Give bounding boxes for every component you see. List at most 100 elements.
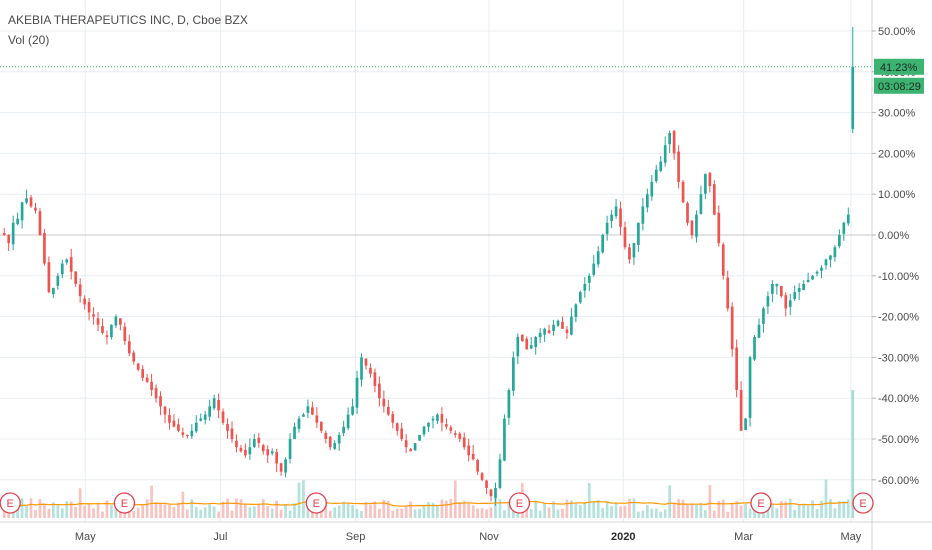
- candle: [726, 270, 730, 312]
- earnings-marker[interactable]: E: [0, 492, 21, 514]
- candle-body: [311, 407, 314, 415]
- x-tick-label: May: [75, 531, 96, 543]
- candle-body: [686, 203, 689, 223]
- candle-body: [105, 335, 109, 337]
- volume-indicator-label[interactable]: Vol (20): [8, 33, 50, 47]
- candle: [252, 433, 256, 448]
- earnings-marker[interactable]: E: [852, 492, 874, 514]
- candle: [699, 185, 703, 215]
- volume-bar: [413, 509, 417, 518]
- volume-bar: [34, 509, 37, 518]
- candle: [270, 448, 274, 456]
- volume-bar: [534, 500, 538, 518]
- candle-body: [721, 244, 725, 276]
- volume-bar: [270, 508, 274, 518]
- volume-bar: [194, 507, 198, 518]
- volume-bar: [543, 502, 546, 518]
- earnings-marker[interactable]: E: [750, 492, 772, 514]
- candle-body: [632, 243, 636, 258]
- countdown-tag-label: 03:08:29: [878, 81, 921, 93]
- candle-body: [708, 172, 712, 187]
- candle: [119, 318, 122, 331]
- candle-body: [851, 66, 855, 129]
- candle: [833, 245, 837, 262]
- volume-bar: [395, 508, 399, 518]
- volume-bar: [382, 499, 386, 518]
- volume-bar: [404, 506, 408, 518]
- candle: [690, 220, 694, 239]
- candle: [266, 445, 270, 464]
- y-tick-label: -60.00%: [878, 475, 919, 487]
- candle-body: [704, 173, 707, 194]
- candle: [418, 434, 421, 441]
- candle: [69, 248, 73, 280]
- candle: [637, 222, 640, 253]
- candle: [208, 399, 212, 421]
- candle: [583, 277, 587, 298]
- candle: [226, 418, 229, 439]
- volume-bar: [199, 509, 203, 518]
- candle: [52, 287, 55, 298]
- volume-bar: [704, 510, 707, 518]
- candle: [360, 353, 363, 387]
- volume-bar: [766, 508, 770, 518]
- volume-bar: [364, 501, 368, 518]
- candle-body: [498, 459, 502, 488]
- volume-bar: [645, 505, 649, 518]
- volume-bar: [355, 509, 359, 518]
- volume-bar: [503, 510, 506, 518]
- candle-body: [364, 358, 368, 366]
- candle-body: [244, 449, 247, 456]
- volume-bar: [360, 511, 363, 518]
- candle: [806, 272, 810, 283]
- candle-body: [252, 439, 256, 447]
- candle-body: [637, 222, 640, 245]
- volume-bar: [324, 504, 328, 518]
- candle: [141, 365, 145, 382]
- candle: [494, 482, 497, 506]
- candle-body: [145, 377, 149, 382]
- earnings-marker[interactable]: E: [113, 492, 136, 514]
- candle: [177, 418, 180, 433]
- candle: [400, 422, 404, 442]
- candle: [846, 207, 850, 226]
- candle-body: [677, 151, 680, 182]
- candle-body: [628, 247, 631, 260]
- candle: [150, 373, 153, 397]
- volume-bar: [574, 503, 578, 518]
- x-tick-label: Sep: [346, 531, 366, 543]
- volume-bar: [346, 503, 350, 518]
- candle-body: [386, 406, 390, 415]
- candle: [779, 285, 783, 298]
- candle: [757, 318, 761, 338]
- candle-body: [208, 406, 212, 417]
- y-tick-label: 20.00%: [878, 148, 916, 160]
- candle: [654, 164, 658, 184]
- volume-bar: [779, 501, 783, 518]
- candle: [306, 399, 310, 418]
- candle: [101, 318, 104, 335]
- candle-body: [297, 418, 301, 429]
- earnings-marker[interactable]: E: [305, 492, 327, 514]
- candle: [203, 410, 207, 425]
- candle-body: [47, 262, 51, 293]
- volume-bar: [203, 507, 207, 518]
- volume-bar: [226, 498, 229, 518]
- volume-bar: [56, 505, 60, 518]
- earnings-marker[interactable]: E: [508, 492, 531, 514]
- volume-bar: [342, 501, 345, 518]
- candle: [333, 440, 337, 450]
- volume-bar: [436, 504, 439, 518]
- volume-bar: [494, 498, 497, 518]
- candle-body: [610, 214, 613, 222]
- candle: [235, 434, 238, 453]
- chart-title[interactable]: AKEBIA THERAPEUTICS INC, D, Cboe BZX: [8, 13, 248, 27]
- candle: [302, 413, 305, 417]
- candle-body: [185, 434, 189, 436]
- volume-bar: [261, 499, 265, 518]
- volume-ma-line: [3, 500, 849, 510]
- candle: [538, 328, 542, 344]
- volume-bar: [145, 499, 149, 518]
- candle-body: [757, 324, 761, 338]
